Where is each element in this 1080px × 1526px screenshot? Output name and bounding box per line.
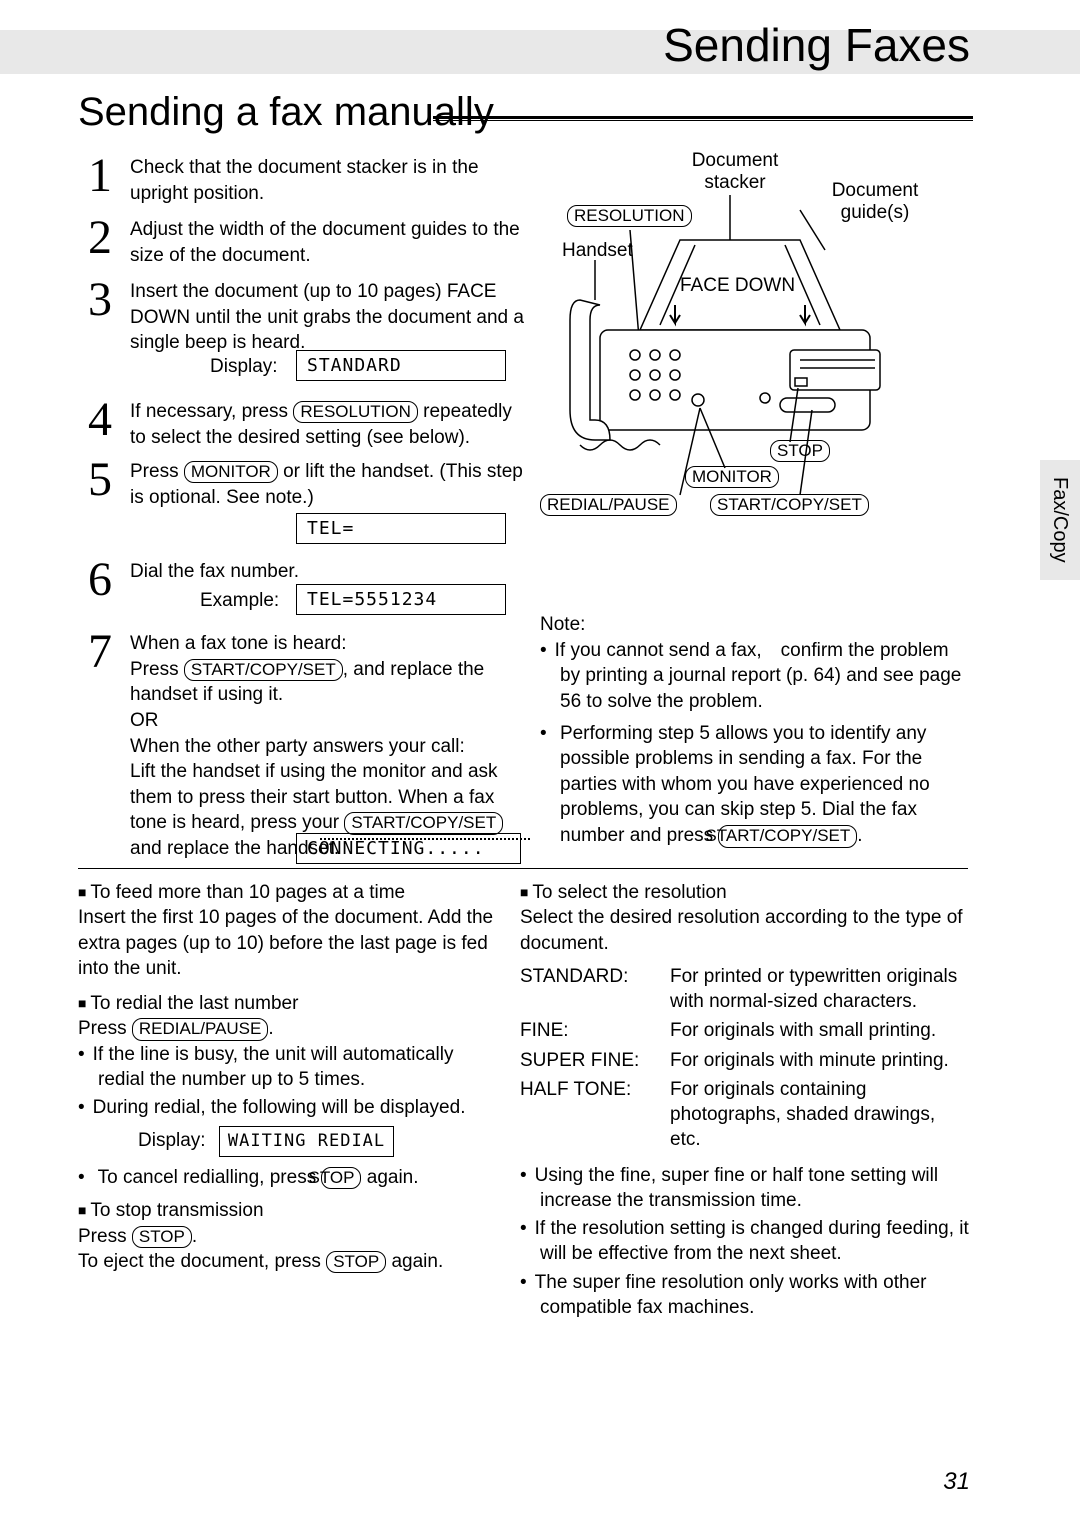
display-box-5: TEL= bbox=[296, 513, 506, 544]
monitor-button: MONITOR bbox=[184, 461, 278, 483]
step-text-3: Insert the document (up to 10 pages) FAC… bbox=[130, 279, 530, 356]
note-item-1: If you cannot send a fax, confirm the pr… bbox=[540, 638, 970, 715]
res-bullet-3: The super fine resolution only works wit… bbox=[520, 1270, 970, 1321]
res-row-halftone: HALF TONE: For originals containing phot… bbox=[520, 1077, 970, 1153]
res-row-fine: FINE: For originals with small printing. bbox=[520, 1018, 970, 1043]
page-header: Sending Faxes bbox=[663, 18, 970, 72]
separator bbox=[78, 868, 968, 869]
res-def-standard: For printed or typewritten originals wit… bbox=[670, 964, 970, 1015]
redial-press-a: Press bbox=[78, 1018, 132, 1039]
redial-display-row: Display: WAITING REDIAL bbox=[78, 1126, 498, 1157]
example-label: Example: bbox=[200, 590, 279, 612]
label-redial-pause: REDIAL/PAUSE bbox=[540, 494, 677, 516]
resolution-table: STANDARD: For printed or typewritten ori… bbox=[520, 964, 970, 1153]
stop-eject-a: To eject the document, press bbox=[78, 1251, 326, 1272]
step-number-3: 3 bbox=[82, 272, 118, 327]
res-def-fine: For originals with small printing. bbox=[670, 1018, 970, 1043]
stop-press-a: Press bbox=[78, 1226, 132, 1247]
step-number-1: 1 bbox=[82, 148, 118, 203]
display-box-6: TEL=5551234 bbox=[296, 584, 506, 615]
label-document-stacker: Document stacker bbox=[670, 150, 800, 194]
feed-text: Insert the first 10 pages of the documen… bbox=[78, 905, 498, 981]
redial-cancel: To cancel redialling, press STOP again. bbox=[78, 1165, 498, 1190]
res-term-halftone: HALF TONE: bbox=[520, 1077, 670, 1153]
resolution-intro: Select the desired resolution according … bbox=[520, 905, 970, 956]
redial-bullet-1: If the line is busy, the unit will autom… bbox=[78, 1042, 498, 1093]
step7-line2: Press START/COPY/SET, and replace the ha… bbox=[130, 657, 525, 708]
step7-line3: When the other party answers your call: bbox=[130, 734, 525, 760]
step-text-7: When a fax tone is heard: Press START/CO… bbox=[130, 631, 525, 862]
page-number: 31 bbox=[943, 1468, 970, 1496]
redial-pause-button: REDIAL/PAUSE bbox=[132, 1018, 269, 1040]
step5-text-a: Press bbox=[130, 461, 184, 482]
res-def-halftone: For originals containing photographs, sh… bbox=[670, 1077, 970, 1153]
label-stop: STOP bbox=[770, 440, 830, 462]
label-monitor: MONITOR bbox=[685, 466, 779, 488]
section-title: Sending a fax manually bbox=[78, 90, 494, 135]
step-number-5: 5 bbox=[82, 452, 118, 507]
res-term-standard: STANDARD: bbox=[520, 964, 670, 1015]
note-block: Note: If you cannot send a fax, confirm … bbox=[540, 612, 970, 855]
res-term-superfine: SUPER FINE: bbox=[520, 1048, 670, 1073]
label-start-copy-set: START/COPY/SET bbox=[710, 494, 869, 516]
start-copy-set-button-2: START/COPY/SET bbox=[344, 812, 503, 834]
stop-press-dot: . bbox=[192, 1226, 197, 1247]
redial-press: Press REDIAL/PAUSE. bbox=[78, 1016, 498, 1041]
redial-bullet-2: During redial, the following will be dis… bbox=[78, 1095, 498, 1120]
fax-diagram: Document stacker Document guide(s) RESOL… bbox=[540, 150, 970, 530]
feed-heading: To feed more than 10 pages at a time bbox=[78, 880, 498, 905]
step7-or: OR bbox=[130, 708, 525, 734]
step-text-6: Dial the fax number. bbox=[130, 559, 530, 585]
res-def-superfine: For originals with minute printing. bbox=[670, 1048, 970, 1073]
redial-display-box: WAITING REDIAL bbox=[219, 1126, 394, 1157]
res-bullet-2: If the resolution setting is changed dur… bbox=[520, 1216, 970, 1267]
step-number-7: 7 bbox=[82, 624, 118, 679]
side-tab: Fax/Copy bbox=[1040, 460, 1080, 580]
step-number-4: 4 bbox=[82, 392, 118, 447]
step-text-1: Check that the document stacker is in th… bbox=[130, 155, 530, 206]
display-label-3: Display: bbox=[210, 356, 278, 378]
start-copy-set-button: START/COPY/SET bbox=[184, 659, 343, 681]
right-column: To select the resolution Select the desi… bbox=[520, 880, 970, 1323]
redial-heading: To redial the last number bbox=[78, 991, 498, 1016]
label-face-down: FACE DOWN bbox=[680, 275, 795, 297]
left-column: To feed more than 10 pages at a time Ins… bbox=[78, 880, 498, 1274]
step-text-2: Adjust the width of the document guides … bbox=[130, 217, 530, 268]
res-row-standard: STANDARD: For printed or typewritten ori… bbox=[520, 964, 970, 1015]
step-number-2: 2 bbox=[82, 210, 118, 265]
stop-press: Press STOP. bbox=[78, 1224, 498, 1249]
note-item-2: Performing step 5 allows you to identify… bbox=[540, 721, 970, 849]
res-bullet-1: Using the fine, super fine or half tone … bbox=[520, 1163, 970, 1214]
res-term-fine: FINE: bbox=[520, 1018, 670, 1043]
step-text-5: Press MONITOR or lift the handset. (This… bbox=[130, 459, 530, 510]
redial-cancel-b: again. bbox=[361, 1167, 418, 1188]
resolution-heading: To select the resolution bbox=[520, 880, 970, 905]
note-start-copy-set: START/COPY/SET bbox=[718, 825, 857, 847]
res-row-superfine: SUPER FINE: For originals with minute pr… bbox=[520, 1048, 970, 1073]
step-number-6: 6 bbox=[82, 552, 118, 607]
step7-line1: When a fax tone is heard: bbox=[130, 631, 525, 657]
redial-press-dot: . bbox=[268, 1018, 273, 1039]
label-resolution: RESOLUTION bbox=[567, 205, 692, 227]
note-item-2b: . bbox=[857, 825, 862, 846]
stop-heading: To stop transmission bbox=[78, 1198, 498, 1223]
stop-eject: To eject the document, press STOP again. bbox=[78, 1249, 498, 1274]
stop-button-2: STOP bbox=[132, 1226, 192, 1248]
resolution-button: RESOLUTION bbox=[293, 401, 418, 423]
label-document-guides: Document guide(s) bbox=[810, 180, 940, 224]
stop-eject-b: again. bbox=[386, 1251, 443, 1272]
label-handset: Handset bbox=[562, 240, 633, 262]
section-rule bbox=[433, 116, 973, 121]
step7-line2a: Press bbox=[130, 659, 184, 680]
note-heading: Note: bbox=[540, 612, 970, 638]
stop-button: STOP bbox=[321, 1167, 361, 1189]
redial-display-label: Display: bbox=[138, 1128, 206, 1153]
step-text-4: If necessary, press RESOLUTION repeatedl… bbox=[130, 399, 530, 450]
stop-button-3: STOP bbox=[326, 1251, 386, 1273]
redial-cancel-a: To cancel redialling, press bbox=[98, 1167, 322, 1188]
dotted-connector bbox=[320, 838, 530, 840]
display-box-3: STANDARD bbox=[296, 350, 506, 381]
step4-text-a: If necessary, press bbox=[130, 401, 293, 422]
